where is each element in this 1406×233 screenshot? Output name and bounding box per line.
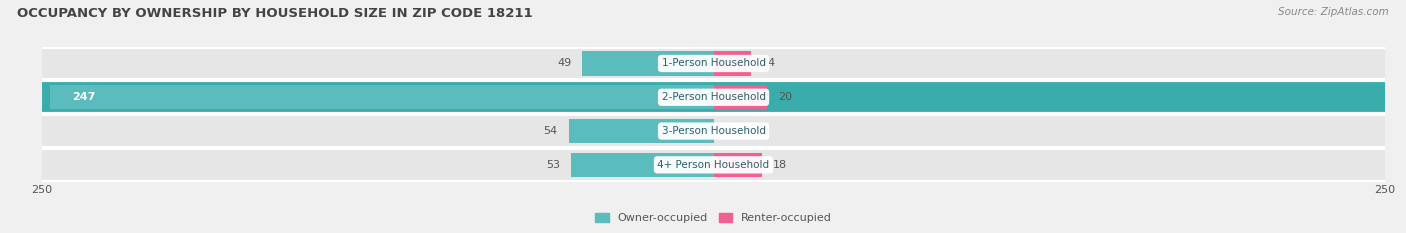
- Bar: [713, 85, 768, 110]
- Text: 49: 49: [557, 58, 571, 69]
- Text: 53: 53: [547, 160, 561, 170]
- Bar: [713, 51, 751, 76]
- Text: 4+ Person Household: 4+ Person Household: [658, 160, 769, 170]
- Bar: [582, 51, 713, 76]
- Text: 18: 18: [773, 160, 787, 170]
- Text: 54: 54: [544, 126, 558, 136]
- Bar: [51, 85, 713, 110]
- Text: 1-Person Household: 1-Person Household: [662, 58, 765, 69]
- Bar: [42, 80, 1385, 114]
- Bar: [42, 114, 1385, 148]
- Text: 247: 247: [72, 92, 96, 102]
- Text: 0: 0: [724, 126, 731, 136]
- Text: OCCUPANCY BY OWNERSHIP BY HOUSEHOLD SIZE IN ZIP CODE 18211: OCCUPANCY BY OWNERSHIP BY HOUSEHOLD SIZE…: [17, 7, 533, 20]
- Bar: [42, 47, 1385, 80]
- Text: 3-Person Household: 3-Person Household: [662, 126, 765, 136]
- Text: Source: ZipAtlas.com: Source: ZipAtlas.com: [1278, 7, 1389, 17]
- Bar: [42, 148, 1385, 182]
- Bar: [713, 153, 762, 177]
- Bar: [571, 153, 713, 177]
- Text: 20: 20: [778, 92, 792, 102]
- Bar: [568, 119, 713, 143]
- Legend: Owner-occupied, Renter-occupied: Owner-occupied, Renter-occupied: [591, 208, 837, 228]
- Text: 2-Person Household: 2-Person Household: [662, 92, 765, 102]
- Text: 14: 14: [762, 58, 776, 69]
